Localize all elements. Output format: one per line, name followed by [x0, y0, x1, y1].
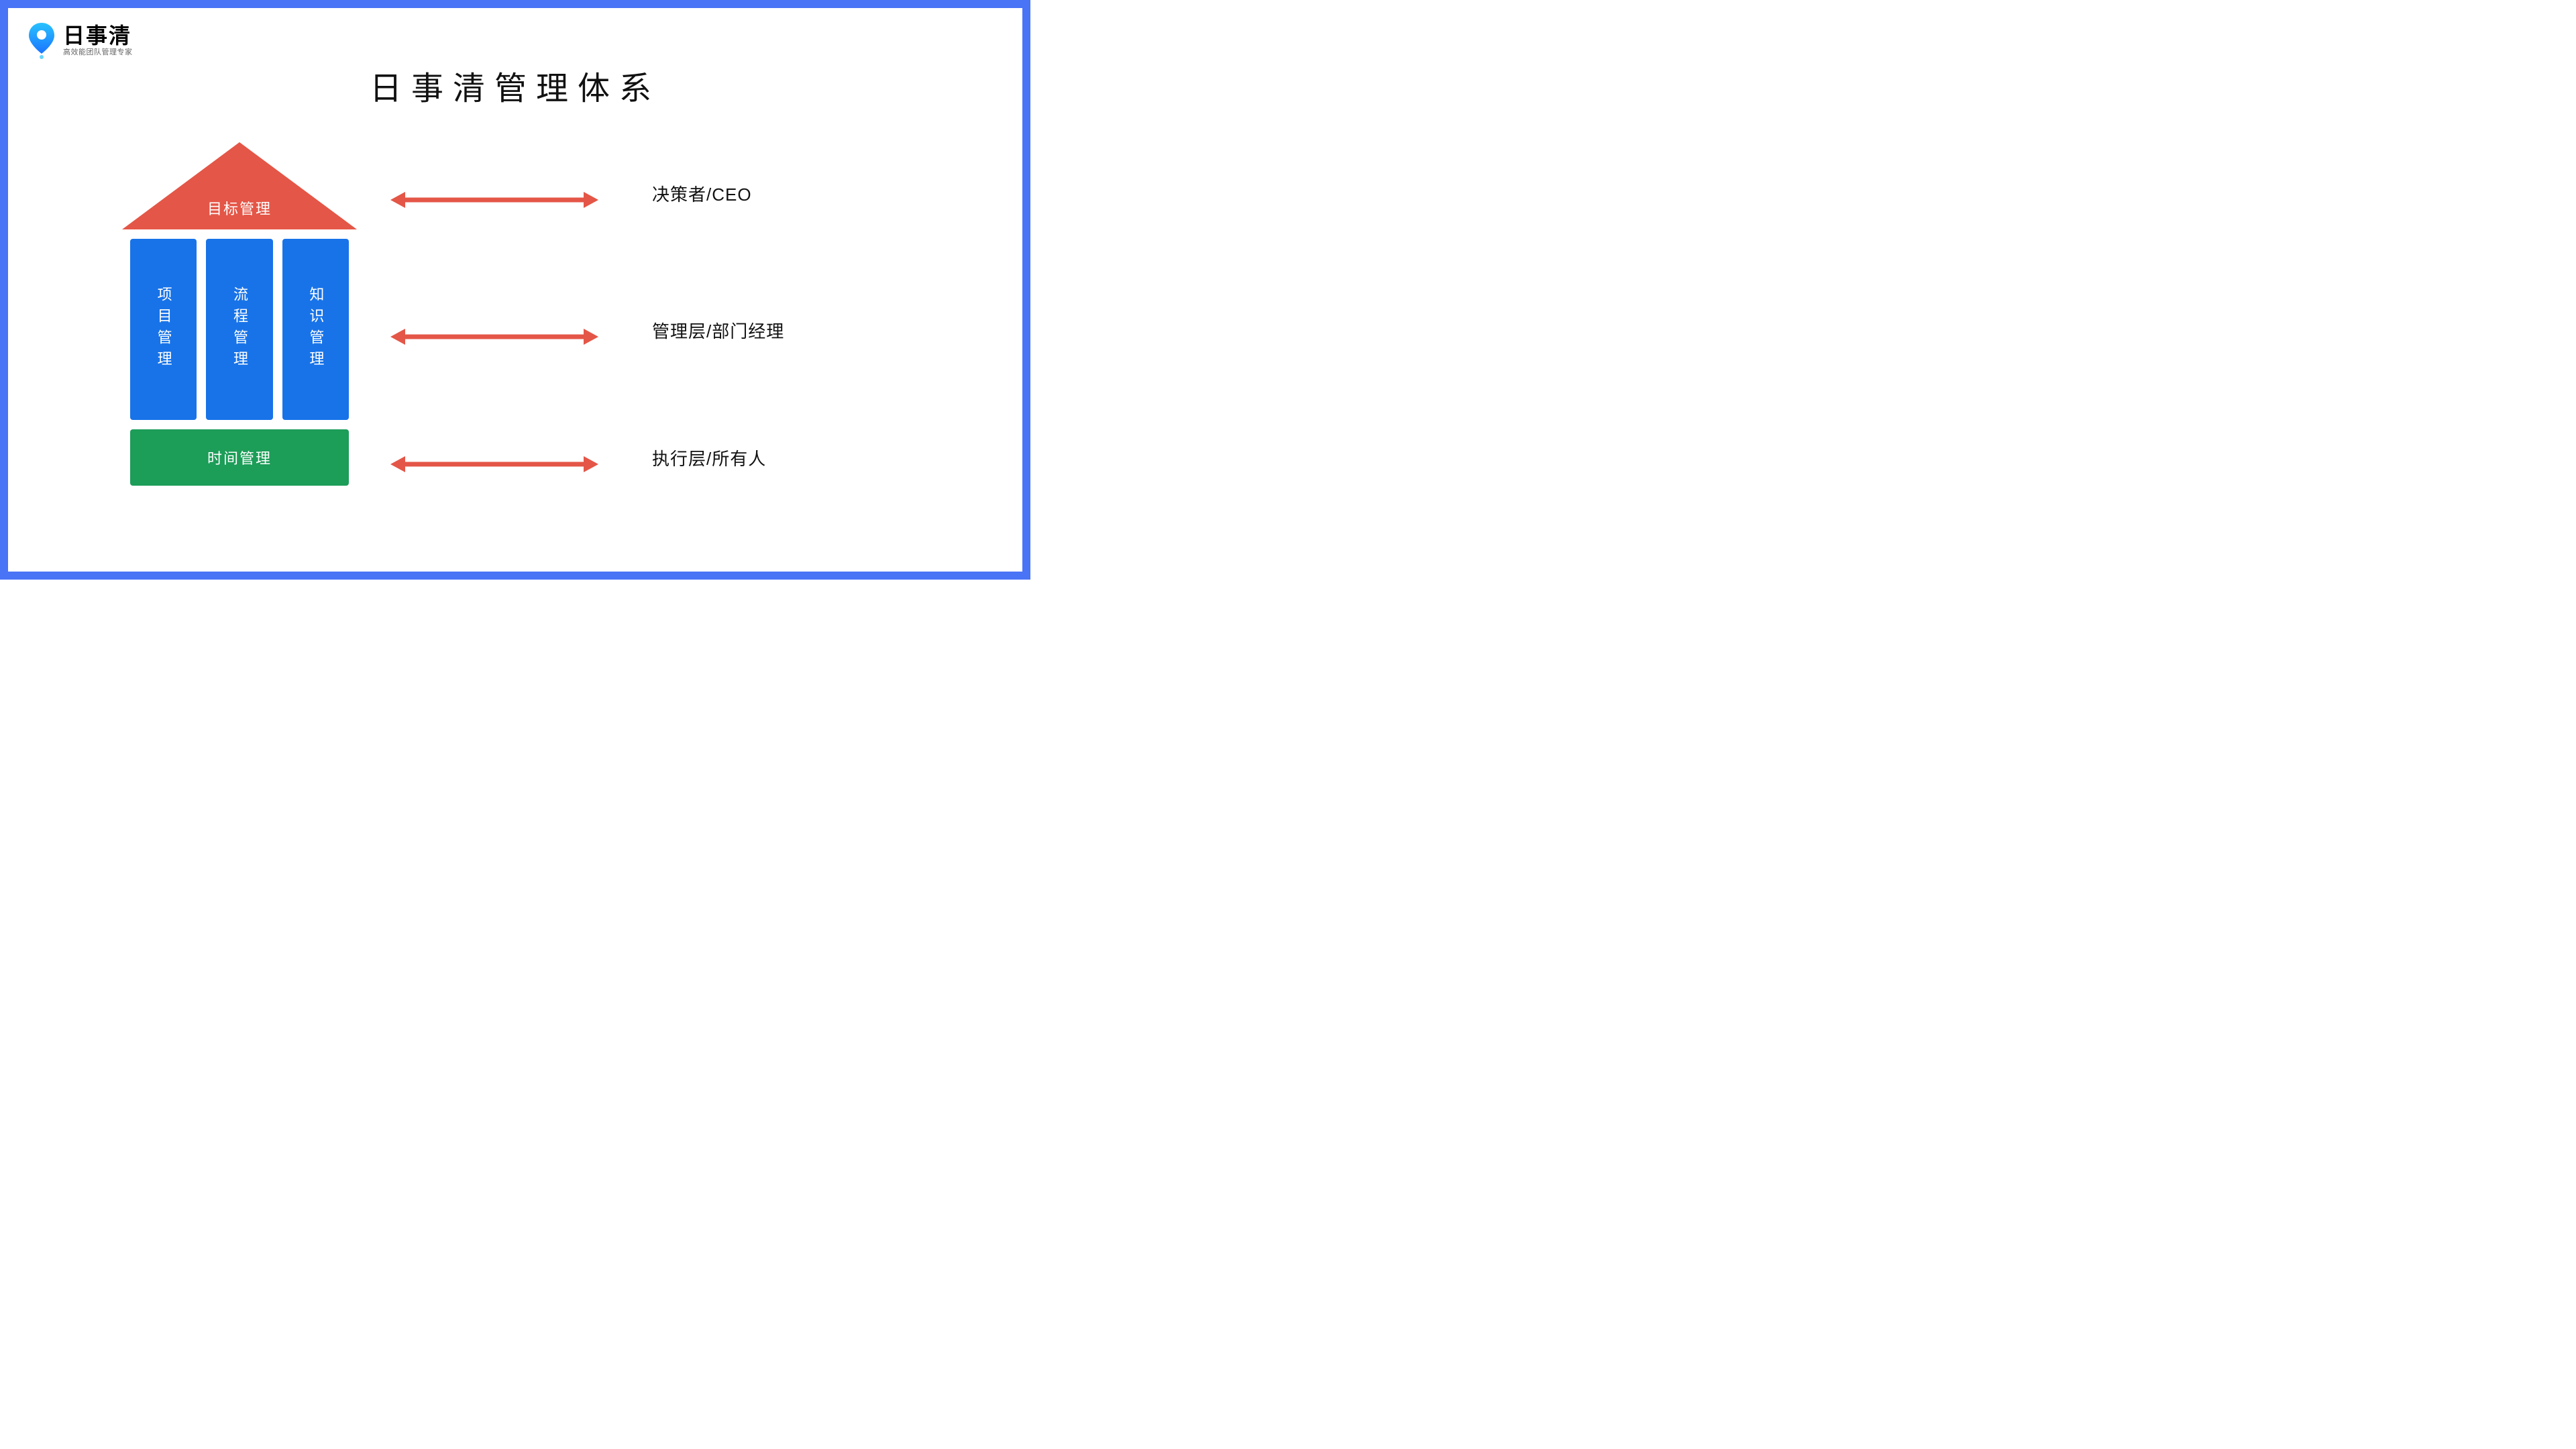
logo-text: 日事清 高效能团队管理专家	[63, 25, 133, 56]
roof-label: 目标管理	[122, 197, 357, 219]
pillar-label: 知识管理	[305, 286, 326, 372]
pillar-process: 流程管理	[206, 239, 272, 420]
base-label: 时间管理	[207, 447, 272, 468]
arrow-row-1	[390, 188, 598, 212]
logo-title: 日事清	[63, 25, 133, 46]
arrow-row-2	[390, 325, 598, 349]
double-arrow-icon	[390, 325, 598, 349]
pillar-label: 流程管理	[229, 286, 250, 372]
double-arrow-icon	[390, 188, 598, 212]
pillar-project: 项目管理	[130, 239, 197, 420]
double-arrow-icon	[390, 452, 598, 476]
role-label-executor: 执行层/所有人	[652, 445, 766, 470]
house-diagram: 目标管理 项目管理 流程管理 知识管理 时间管理	[122, 142, 357, 486]
logo-subtitle: 高效能团队管理专家	[63, 49, 133, 56]
roof-block: 目标管理	[122, 142, 357, 229]
pillar-label: 项目管理	[153, 286, 174, 372]
page-title: 日事清管理体系	[8, 62, 1022, 109]
brand-logo: 日事清 高效能团队管理专家	[27, 21, 133, 59]
logo-mark-icon	[27, 21, 56, 59]
base-block: 时间管理	[130, 429, 349, 486]
role-label-ceo: 决策者/CEO	[652, 181, 752, 206]
pillars-row: 项目管理 流程管理 知识管理	[122, 239, 357, 420]
role-label-manager: 管理层/部门经理	[652, 318, 784, 343]
pillar-knowledge: 知识管理	[282, 239, 349, 420]
slide-frame: 日事清 高效能团队管理专家 日事清管理体系 目标管理 项目管理 流程管理 知识管…	[0, 0, 1030, 580]
arrow-row-3	[390, 452, 598, 476]
